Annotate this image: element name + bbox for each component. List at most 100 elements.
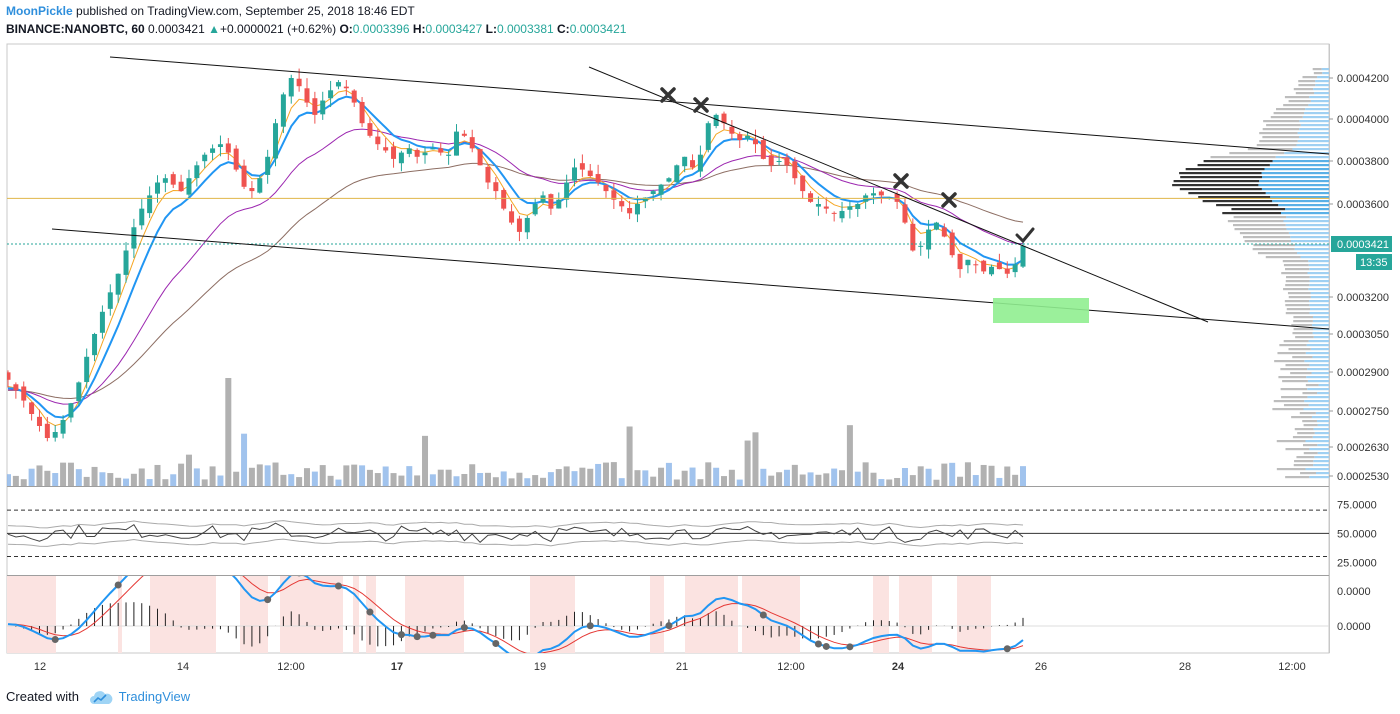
- volume-bar: [721, 476, 728, 486]
- lower-trend-line: [51, 228, 1329, 330]
- volume-bar: [595, 463, 602, 486]
- profile-bar-down: [1172, 184, 1259, 187]
- candle-body: [241, 165, 247, 187]
- profile-bar-down: [1273, 400, 1305, 403]
- macd-shade-band: [530, 576, 575, 653]
- profile-bar-down: [1257, 252, 1298, 255]
- candle-body: [162, 178, 168, 183]
- candle-body: [1004, 268, 1010, 274]
- profile-bar-up: [1259, 180, 1329, 183]
- volume-bar: [453, 476, 460, 486]
- profile-bar-down: [1300, 472, 1316, 475]
- volume-bar: [846, 425, 853, 486]
- profile-bar-down: [1202, 200, 1273, 203]
- candle-body: [367, 123, 373, 136]
- profile-bar-up: [1313, 328, 1329, 331]
- profile-bar-up: [1315, 84, 1329, 87]
- profile-bar-up: [1304, 112, 1329, 115]
- macd-shade-band: [150, 576, 216, 653]
- volume-bar: [610, 462, 617, 486]
- profile-bar-down: [1242, 236, 1291, 239]
- candle-body: [989, 266, 995, 275]
- candle-body: [233, 148, 239, 170]
- profile-bar-up: [1308, 288, 1329, 291]
- profile-bar-up: [1283, 220, 1329, 223]
- candle-body: [831, 212, 837, 214]
- profile-bar-up: [1307, 396, 1329, 399]
- candle-body: [265, 156, 271, 175]
- symbol-label[interactable]: BINANCE:NANOBTC, 60: [6, 22, 145, 36]
- profile-bar-down: [1266, 124, 1301, 127]
- candle-body: [926, 229, 932, 250]
- profile-bar-down: [1284, 300, 1310, 303]
- profile-bar-up: [1292, 148, 1329, 151]
- macd-tick-label: 0.0000: [1337, 586, 1371, 598]
- profile-bar-down: [1293, 88, 1314, 91]
- rsi-line: [7, 522, 1024, 543]
- candle-body: [92, 334, 98, 356]
- candle-body: [509, 211, 515, 223]
- volume-bar: [673, 479, 680, 486]
- volume-bar: [52, 473, 59, 486]
- profile-bar-up: [1270, 196, 1329, 199]
- publish-info: published on TradingView.com, September …: [76, 4, 415, 18]
- profile-bar-down: [1281, 396, 1308, 399]
- rsi-band-lower: [7, 538, 1024, 547]
- profile-bar-down: [1233, 216, 1287, 219]
- candle-body: [760, 140, 766, 159]
- candle-body: [7, 372, 11, 380]
- tradingview-link[interactable]: TradingView: [118, 689, 191, 704]
- profile-bar-down: [1283, 104, 1309, 107]
- volume-bar: [941, 463, 948, 486]
- author-link[interactable]: MoonPickle: [6, 4, 73, 18]
- profile-bar-down: [1197, 164, 1270, 167]
- profile-bar-down: [1303, 452, 1318, 455]
- candle-body: [1020, 245, 1026, 267]
- volume-bar: [83, 476, 90, 486]
- candle-body: [642, 197, 648, 202]
- profile-bar-down: [1279, 344, 1307, 347]
- profile-bar-up: [1304, 360, 1329, 363]
- profile-bar-up: [1288, 232, 1329, 235]
- candle-body: [603, 184, 609, 192]
- volume-bar: [130, 473, 137, 486]
- profile-bar-up: [1312, 316, 1329, 319]
- volume-bar: [752, 432, 759, 486]
- profile-bar-down: [1256, 144, 1297, 147]
- profile-bar-down: [1185, 168, 1265, 171]
- time-tick-label: 28: [1179, 661, 1191, 673]
- volume-bar: [256, 464, 263, 486]
- volume-bar: [343, 465, 350, 486]
- volume-bar: [964, 462, 971, 486]
- profile-bar-up: [1314, 92, 1329, 95]
- candle-body: [957, 253, 963, 270]
- volume-bar: [319, 465, 326, 486]
- macd-cross-dot: [397, 631, 405, 639]
- volume-bar: [351, 464, 358, 486]
- candle-body: [996, 262, 1002, 270]
- volume-bar: [28, 468, 35, 486]
- rsi-band-upper: [7, 520, 1024, 529]
- candle-body: [225, 143, 231, 153]
- candle-body: [933, 222, 939, 230]
- volume-bar: [854, 471, 861, 486]
- candle-body: [941, 227, 947, 237]
- candle-body: [572, 167, 578, 181]
- candle-body: [296, 78, 302, 87]
- time-tick-label: 21: [676, 661, 688, 673]
- profile-bar-down: [1278, 376, 1307, 379]
- profile-bar-up: [1308, 104, 1329, 107]
- profile-bar-up: [1312, 436, 1329, 439]
- profile-bar-down: [1293, 320, 1313, 323]
- profile-bar-down: [1286, 276, 1310, 279]
- volume-bar: [886, 479, 893, 486]
- profile-bar-down: [1293, 328, 1314, 331]
- candle-body: [878, 191, 884, 196]
- low-label: L:: [485, 22, 497, 36]
- volume-bar: [288, 474, 295, 486]
- ema-slow-line: [7, 128, 1024, 405]
- volume-bar: [894, 477, 901, 486]
- profile-bar-up: [1295, 244, 1329, 247]
- macd-shade-band: [405, 576, 464, 653]
- profile-bar-up: [1297, 252, 1329, 255]
